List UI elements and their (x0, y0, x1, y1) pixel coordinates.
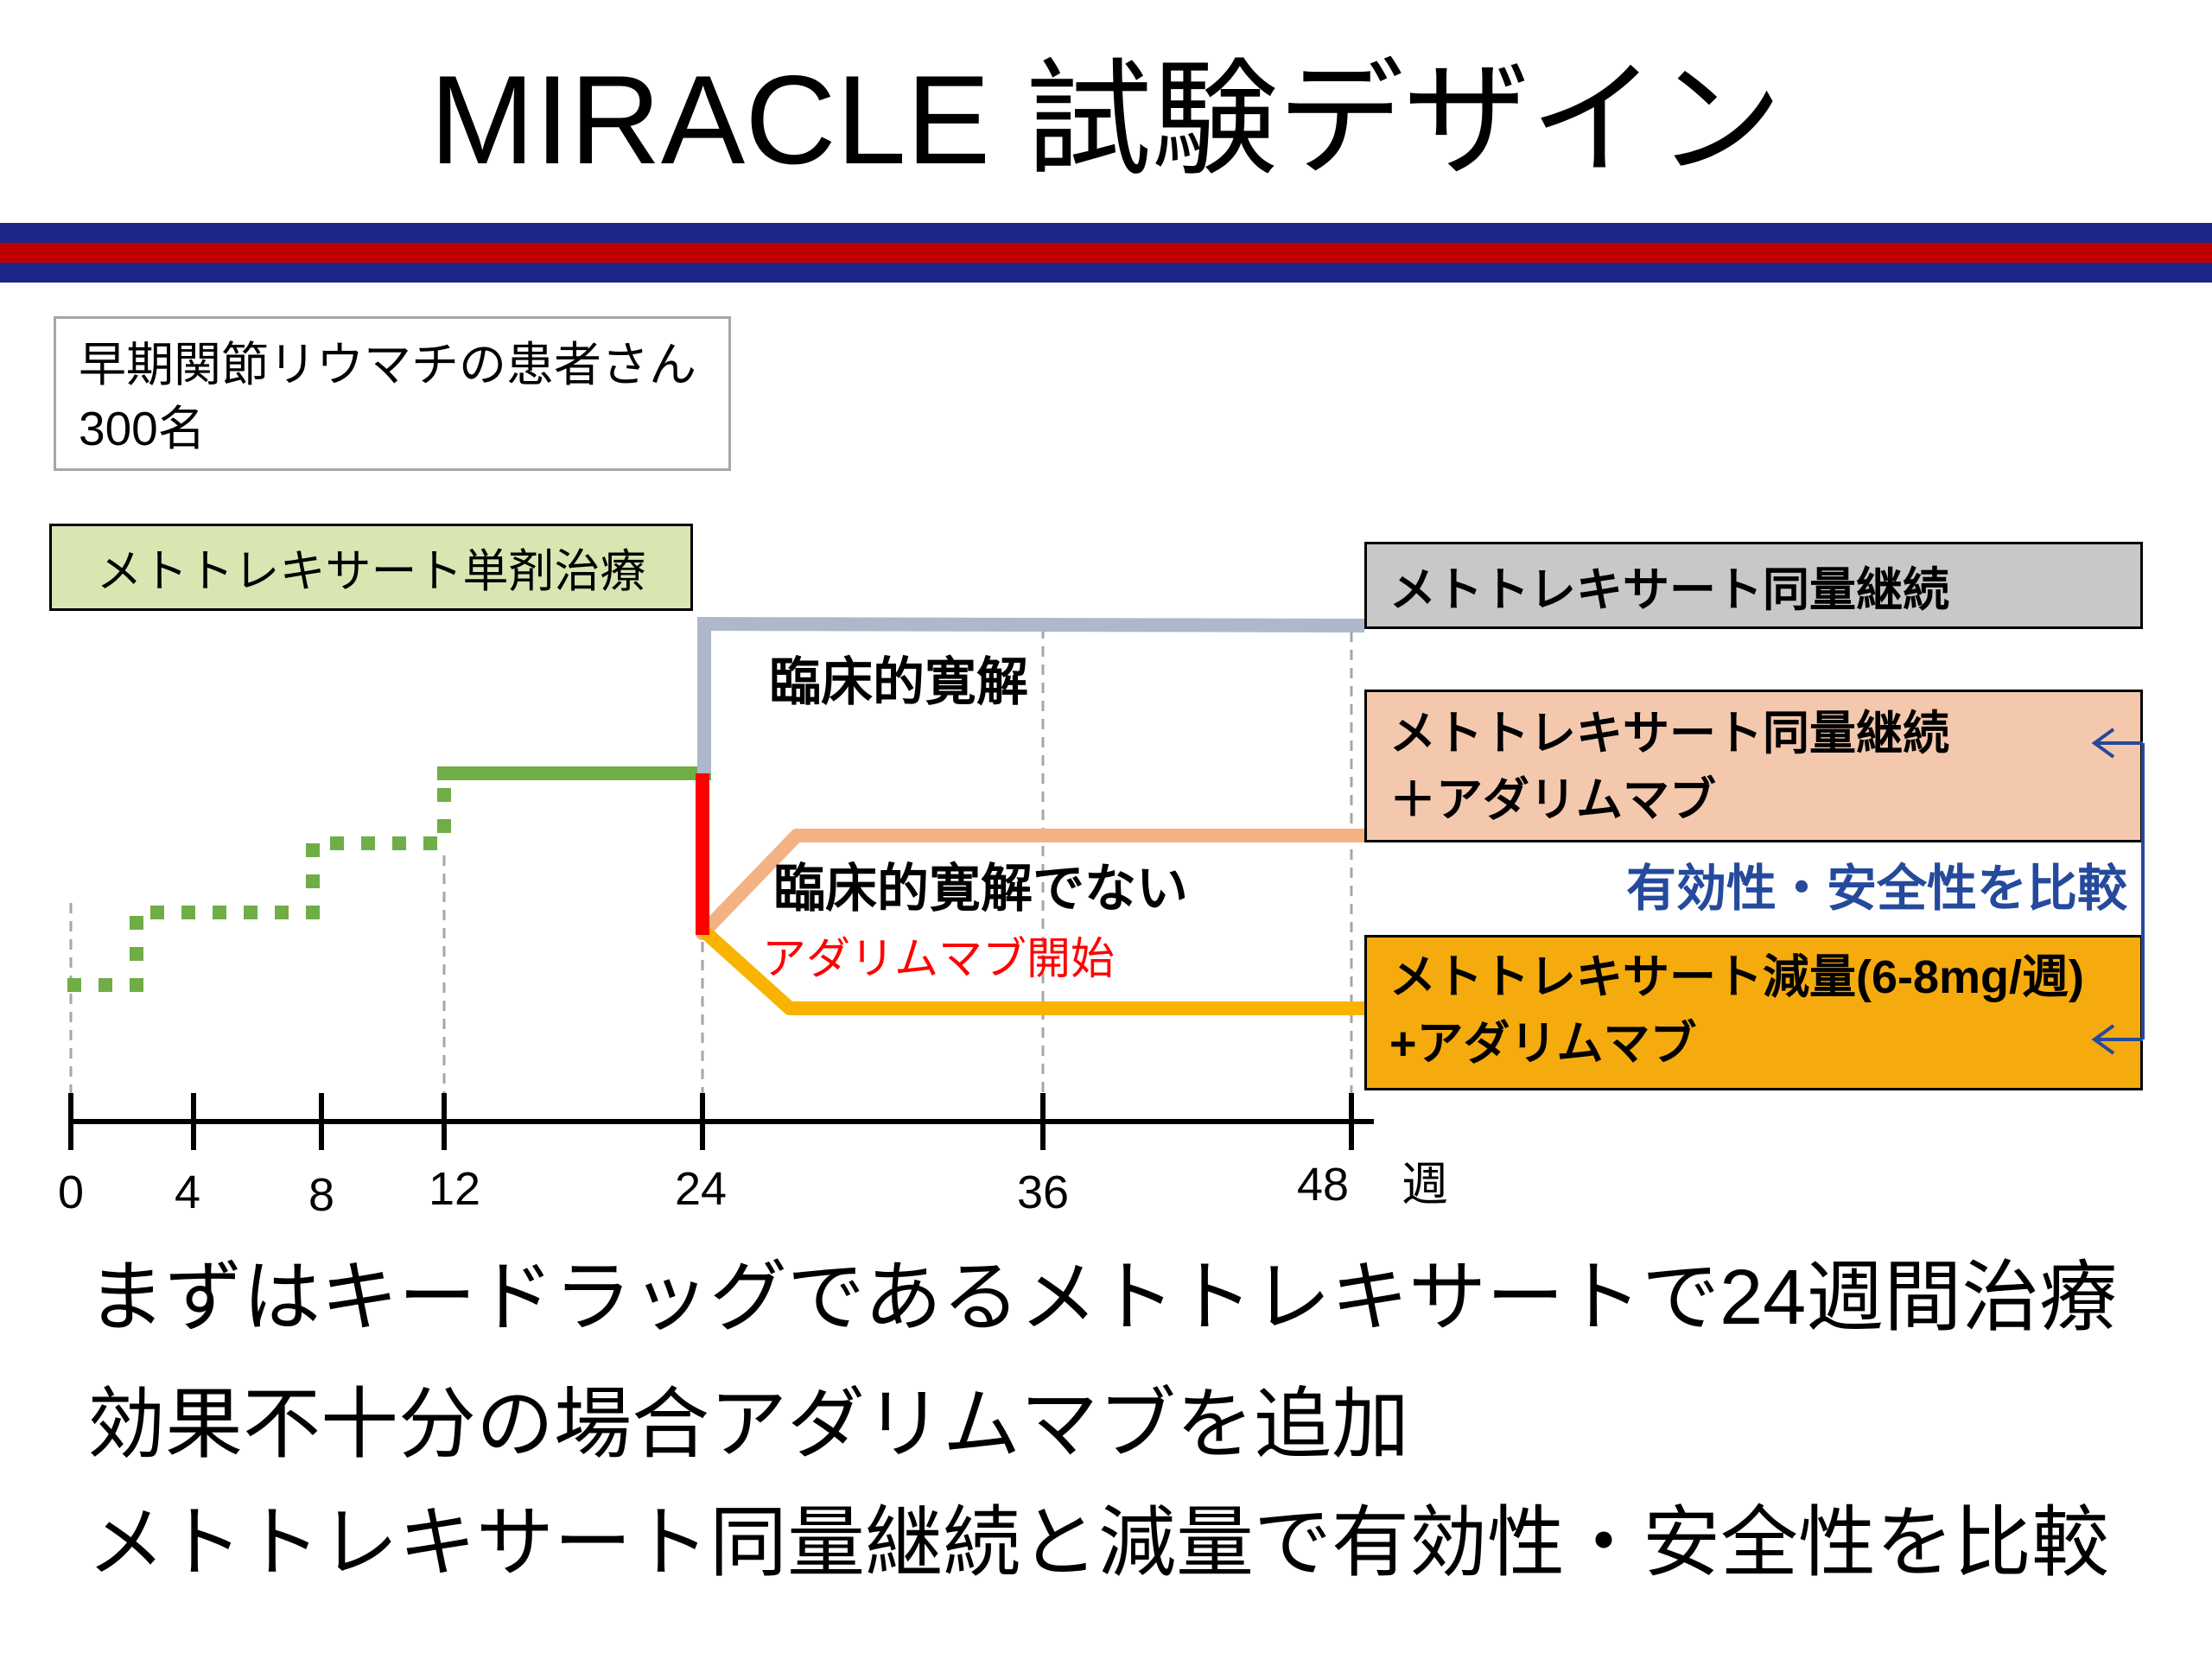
arm-mtx-reduced-ada-line2: +アダリムマブ (1389, 1018, 1697, 1070)
arm-mtx-continue-ada-box: メトトレキサート同量継続 ＋アダリムマブ (1364, 690, 2143, 842)
mtx-monotherapy-box: メトトレキサート単剤治療 (49, 524, 693, 611)
header-stripe-red (0, 243, 2212, 263)
arm-mtx-continue-label: メトトレキサート同量継続 (1389, 564, 1949, 616)
patient-population-label: 早期関節リウマチの患者さん (79, 338, 697, 391)
slide-title: MIRACLE 試験デザイン (429, 49, 1783, 190)
arm-mtx-continue-ada-line2: ＋アダリムマブ (1389, 774, 1716, 826)
tick-label-week-48: 48 (1296, 1159, 1350, 1211)
arm-mtx-continue-ada-line1: メトトレキサート同量継続 (1389, 708, 1949, 760)
summary-line-1: まずはキードラッグであるメトトレキサートで24週間治療 (87, 1255, 2118, 1341)
arm-mtx-reduced-ada-line1: メトトレキサート減量(6-8mg/週) (1389, 951, 2085, 1003)
tick-label-week-0: 0 (57, 1166, 85, 1218)
tick-label-week-8: 8 (308, 1169, 335, 1221)
mtx-dotted-step-path (67, 773, 451, 992)
arm-mtx-reduced-ada-box: メトトレキサート減量(6-8mg/週) +アダリムマブ (1364, 935, 2143, 1090)
header-stripe-navy-bottom (0, 263, 2212, 283)
summary-line-2: 効果不十分の場合アダリムマブを追加 (87, 1382, 1409, 1468)
patient-count: 300名 (79, 402, 206, 455)
arm-mtx-continue-box: メトトレキサート同量継続 (1364, 542, 2143, 629)
non-remission-label: 臨床的寛解でない (773, 860, 1188, 918)
comparison-label: 有効性・安全性を比較 (1625, 861, 2127, 917)
mtx-monotherapy-label: メトトレキサート単剤治療 (96, 545, 646, 597)
timeline-unit-label: 週 (1402, 1159, 1448, 1211)
summary-line-3: メトトレキサート同量継続と減量で有効性・安全性を比較 (87, 1500, 2109, 1586)
tick-label-week-36: 36 (1016, 1166, 1070, 1218)
tick-label-week-24: 24 (674, 1163, 728, 1215)
tick-label-week-12: 12 (428, 1163, 481, 1215)
tick-label-week-4: 4 (174, 1166, 201, 1218)
header-stripe-navy-top (0, 223, 2212, 243)
patient-population-box: 早期関節リウマチの患者さん 300名 (54, 316, 731, 471)
remission-label: 臨床的寛解 (769, 653, 1028, 711)
timeline-axis (68, 1093, 1374, 1150)
adalimumab-start-label: アダリムマブ開始 (762, 934, 1116, 983)
